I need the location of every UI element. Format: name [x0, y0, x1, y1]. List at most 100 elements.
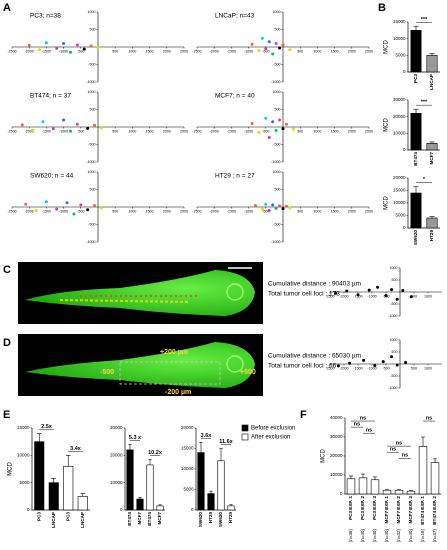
x-tick-label: MCF7	[137, 512, 142, 525]
x-tick-label: PC3	[413, 74, 418, 83]
chart-title: SW620; n = 44	[30, 173, 74, 180]
point	[356, 293, 360, 297]
bar	[34, 441, 45, 511]
point	[34, 209, 38, 212]
x-tick-label: SW620	[198, 512, 203, 528]
point	[99, 126, 103, 130]
annotation: *	[423, 177, 426, 183]
x-tick-label: 1000	[128, 49, 136, 53]
point	[264, 202, 268, 206]
y-tick-label: 0	[403, 147, 406, 152]
point	[288, 206, 292, 210]
point	[79, 203, 83, 207]
point	[348, 361, 352, 365]
annotation: 5.3 x	[129, 435, 142, 441]
point	[281, 43, 285, 47]
point	[250, 122, 254, 125]
y-tick-label: 10000	[393, 200, 406, 205]
point	[264, 116, 268, 120]
annotation: 3.6x	[201, 433, 213, 439]
bar	[410, 30, 422, 73]
x-tick-label: -2500	[192, 49, 201, 53]
bar	[136, 498, 144, 511]
x-tick-label: BT474	[147, 512, 152, 526]
x-tick-label: -2500	[192, 209, 201, 213]
x-tick-label: 1000	[424, 294, 432, 298]
bar	[77, 496, 88, 511]
x-tick-label: 2500	[365, 49, 373, 53]
y-tick-label: 1000	[273, 90, 281, 94]
x-tick-label: 2000	[348, 49, 356, 53]
n-label: (n=38)	[348, 529, 353, 543]
y-tick-label: 10000	[393, 36, 406, 41]
x-tick-label: -1000	[244, 129, 253, 133]
point	[274, 129, 278, 132]
y-tick-label: -1000	[86, 160, 95, 164]
x-tick-label: -1000	[367, 366, 376, 370]
panel-letter: F	[300, 409, 307, 421]
y-tick-label: 500	[90, 187, 96, 191]
x-tick-label: PC3 EXP. 2	[360, 496, 365, 520]
point	[381, 360, 385, 364]
chart-title: PC3; n=38	[30, 13, 61, 20]
x-tick-label: -1500	[227, 129, 236, 133]
bar	[346, 478, 356, 495]
bar	[410, 113, 422, 151]
x-tick-label: -1500	[42, 49, 51, 53]
bar	[126, 449, 134, 511]
y-tick-label: -500	[273, 142, 280, 146]
point	[51, 127, 55, 131]
bar	[426, 55, 438, 73]
point	[253, 204, 257, 208]
point	[264, 47, 268, 51]
x-tick-label: MCF7 EXP. 3	[408, 496, 413, 524]
x-tick-label: -500	[77, 49, 84, 53]
x-tick-label: 1500	[331, 209, 339, 213]
x-tick-label: -2000	[210, 209, 219, 213]
point	[93, 123, 97, 127]
fish-image	[18, 262, 263, 324]
x-tick-label: -2000	[25, 129, 34, 133]
point	[257, 49, 261, 52]
x-tick-label: -1000	[59, 129, 68, 133]
point	[271, 52, 275, 56]
y-tick-label: 30000	[393, 97, 406, 102]
point	[390, 355, 394, 359]
point	[281, 207, 285, 211]
x-tick-label: -2000	[210, 129, 219, 133]
point	[288, 48, 292, 52]
x-tick-label: 1000	[424, 366, 432, 370]
annotation: ns	[390, 447, 396, 453]
x-tick-label: 2500	[180, 49, 188, 53]
x-tick-label: 2500	[180, 209, 188, 213]
y-tick-label: 10000	[181, 466, 194, 471]
x-tick-label: -2500	[325, 366, 334, 370]
point	[409, 295, 413, 299]
y-tick-label: 20000	[181, 425, 194, 430]
x-tick-label: -2000	[25, 49, 34, 53]
x-tick-label: -1000	[367, 294, 376, 298]
x-tick-label: LNCAP	[51, 512, 56, 528]
y-tick-label: 500	[275, 187, 281, 191]
point	[284, 204, 288, 208]
y-tick-label: 1000	[273, 10, 281, 14]
n-label: (n=40)	[408, 529, 413, 543]
y-tick-label: 500	[275, 107, 281, 111]
y-tick-label: 10000	[17, 453, 30, 458]
y-tick-label: 20000	[393, 114, 406, 119]
bar	[394, 489, 404, 495]
point	[93, 204, 97, 208]
point	[291, 127, 295, 131]
x-tick-label: -1000	[59, 209, 68, 213]
x-tick-label: SW620	[413, 230, 418, 246]
x-tick-label: 2500	[365, 209, 373, 213]
x-tick-label: 2000	[348, 129, 356, 133]
x-tick-label: -1000	[244, 209, 253, 213]
n-label: (n=40)	[372, 529, 377, 543]
point	[404, 361, 408, 365]
box-label: -500	[100, 369, 114, 376]
x-tick-label: LNCAP	[429, 74, 434, 90]
point	[401, 289, 405, 293]
y-tick-label: 0	[340, 491, 343, 496]
x-tick-label: BT474	[127, 512, 132, 526]
